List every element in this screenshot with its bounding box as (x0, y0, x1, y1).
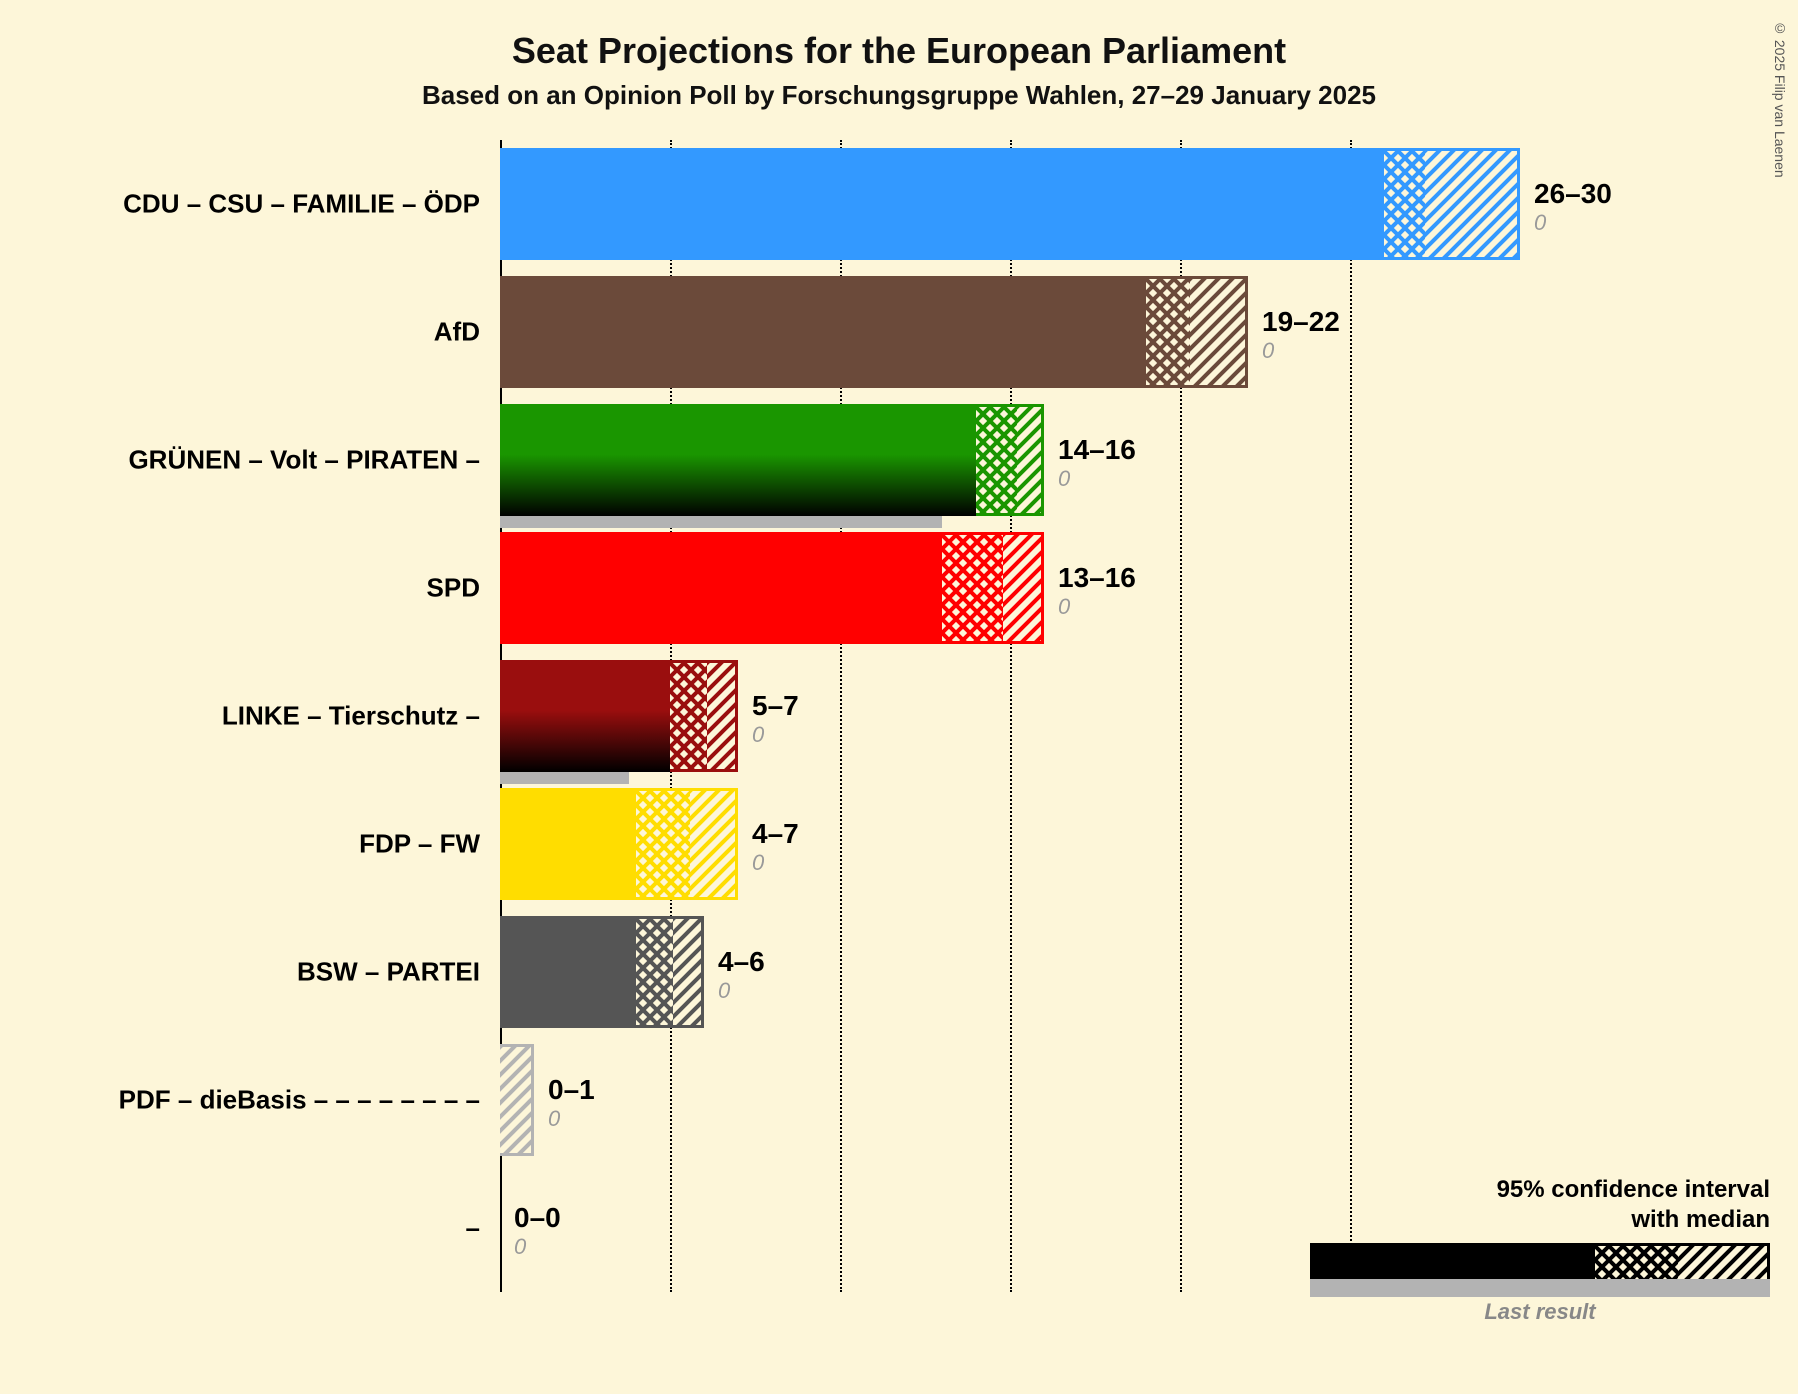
range-label: 0–0 (514, 1202, 561, 1234)
legend-last-result-label: Last result (1310, 1299, 1770, 1325)
chart-row: SPD 13–160 (0, 524, 1770, 652)
party-label: FDP – FW (0, 829, 480, 860)
prior-value-label: 0 (1262, 338, 1274, 364)
party-label: AfD (0, 317, 480, 348)
bar-solid (500, 276, 1146, 388)
range-label: 26–30 (1534, 178, 1612, 210)
chart-plot-area: CDU – CSU – FAMILIE – ÖDP26–300AfD19–220… (0, 140, 1770, 1292)
bar-diagonal (1003, 532, 1044, 644)
range-label: 0–1 (548, 1074, 595, 1106)
bar-diagonal (673, 916, 704, 1028)
prior-value-label: 0 (1058, 594, 1070, 620)
bar-diagonal (1190, 276, 1248, 388)
bar-solid (500, 404, 976, 516)
legend-title-1: 95% confidence interval (1310, 1175, 1770, 1205)
legend-confidence-bar (1310, 1243, 1770, 1283)
party-label: GRÜNEN – Volt – PIRATEN – (0, 445, 480, 476)
prior-value-label: 0 (718, 978, 730, 1004)
bar-crosshatch (1384, 148, 1425, 260)
party-label: – (0, 1213, 480, 1244)
chart-row: AfD 19–220 (0, 268, 1770, 396)
prior-value-label: 0 (752, 722, 764, 748)
bar-solid (500, 916, 636, 1028)
chart-row: GRÜNEN – Volt – PIRATEN – 14–160 (0, 396, 1770, 524)
bar-solid (500, 660, 670, 772)
bar-crosshatch (670, 660, 707, 772)
bar-diagonal (690, 788, 738, 900)
bar-diagonal (1425, 148, 1520, 260)
chart-subtitle: Based on an Opinion Poll by Forschungsgr… (0, 72, 1798, 111)
copyright-text: © 2025 Filip van Laenen (1772, 20, 1788, 178)
prior-value-label: 0 (548, 1106, 560, 1132)
bar-diagonal (500, 1044, 534, 1156)
prior-value-label: 0 (514, 1234, 526, 1260)
bar-crosshatch (1146, 276, 1190, 388)
prior-value-label: 0 (1058, 466, 1070, 492)
chart-row: BSW – PARTEI 4–60 (0, 908, 1770, 1036)
party-label: LINKE – Tierschutz – (0, 701, 480, 732)
prior-value-label: 0 (1534, 210, 1546, 236)
range-label: 19–22 (1262, 306, 1340, 338)
party-label: SPD (0, 573, 480, 604)
chart-row: PDF – dieBasis – – – – – – – – 0–10 (0, 1036, 1770, 1164)
bar-diagonal (707, 660, 738, 772)
legend-last-result-bar (1310, 1279, 1770, 1297)
bar-solid (500, 788, 636, 900)
chart-row: LINKE – Tierschutz – 5–70 (0, 652, 1770, 780)
legend: 95% confidence interval with median Last… (1310, 1175, 1770, 1325)
bar-crosshatch (976, 404, 1017, 516)
legend-title-2: with median (1310, 1205, 1770, 1235)
prior-value-label: 0 (752, 850, 764, 876)
party-label: BSW – PARTEI (0, 957, 480, 988)
range-label: 4–6 (718, 946, 765, 978)
bar-crosshatch (636, 788, 690, 900)
bar-crosshatch (636, 916, 673, 1028)
chart-row: CDU – CSU – FAMILIE – ÖDP 26–300 (0, 140, 1770, 268)
range-label: 13–16 (1058, 562, 1136, 594)
bar-solid (500, 148, 1384, 260)
range-label: 4–7 (752, 818, 799, 850)
bar-diagonal (1017, 404, 1044, 516)
chart-title: Seat Projections for the European Parlia… (0, 0, 1798, 72)
bar-crosshatch (942, 532, 1003, 644)
range-label: 14–16 (1058, 434, 1136, 466)
party-label: PDF – dieBasis – – – – – – – – (0, 1085, 480, 1116)
range-label: 5–7 (752, 690, 799, 722)
chart-row: FDP – FW 4–70 (0, 780, 1770, 908)
bar-solid (500, 532, 942, 644)
party-label: CDU – CSU – FAMILIE – ÖDP (0, 189, 480, 220)
